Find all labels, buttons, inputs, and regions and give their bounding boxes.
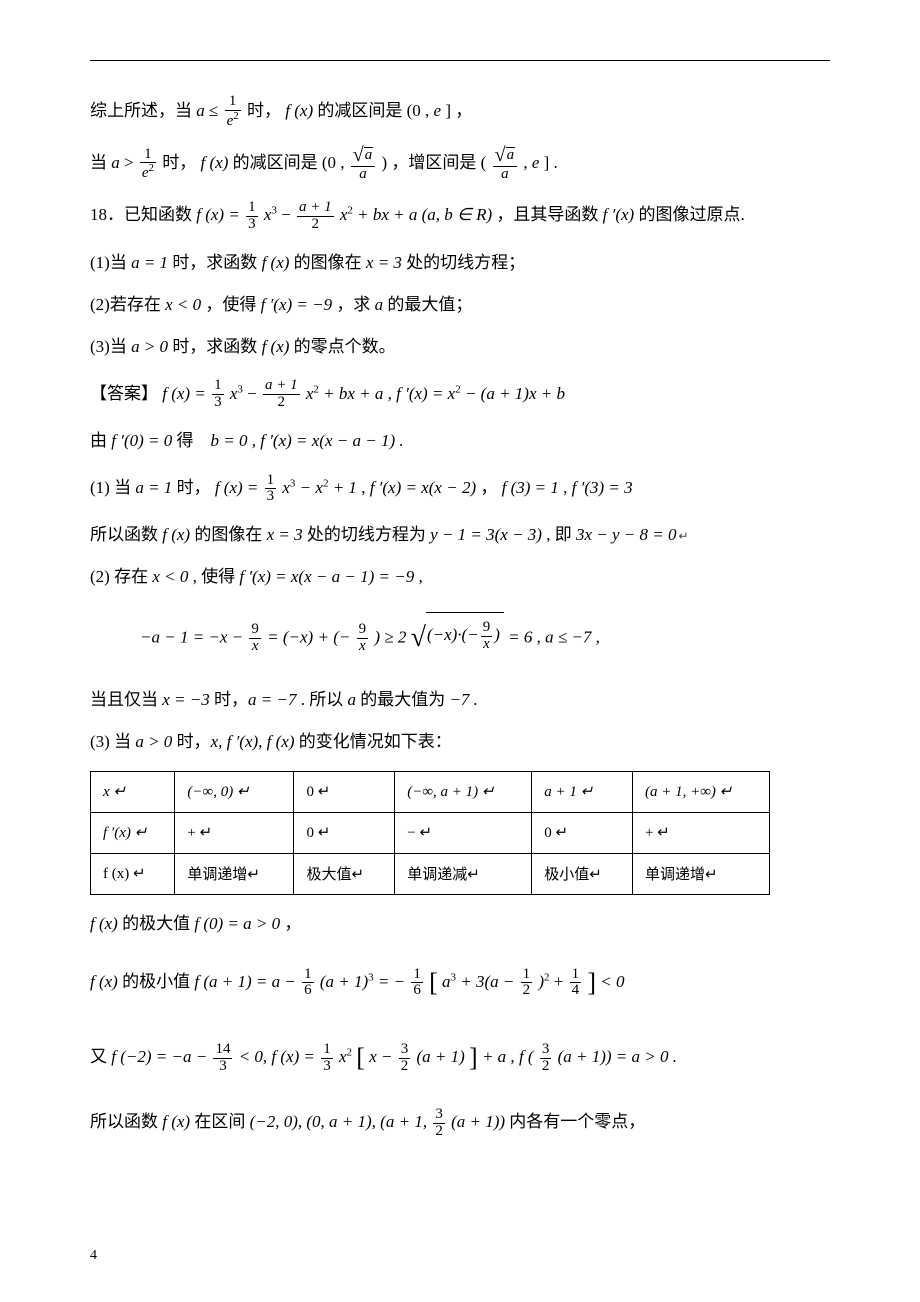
cell: x ↵	[91, 771, 175, 812]
table-row: f (x) ↵ 单调递增↵ 极大值↵ 单调递减↵ 极小值↵ 单调递增↵	[91, 853, 770, 894]
answer-line-2: 由 f ′(0) = 0 得 b = 0 , f ′(x) = x(x − a …	[90, 424, 830, 458]
cell: (−∞, 0) ↵	[175, 771, 294, 812]
fx: f (x)	[285, 101, 313, 120]
text: ) ，增区间是 (	[382, 153, 487, 172]
table-row: x ↵ (−∞, 0) ↵ 0 ↵ (−∞, a + 1) ↵ a + 1 ↵ …	[91, 771, 770, 812]
cell: a + 1 ↵	[532, 771, 633, 812]
problem-18: 18．已知函数 f (x) = 13 x3 − a + 12 x2 + bx +…	[90, 193, 830, 237]
table-row: f ′(x) ↵ + ↵ 0 ↵ − ↵ 0 ↵ + ↵	[91, 812, 770, 853]
sol-2-equality: 当且仅当 x = −3 时，a = −7 . 所以 a 的最大值为 −7 .	[90, 683, 830, 717]
text: 时，	[162, 153, 196, 172]
cell: (−∞, a + 1) ↵	[395, 771, 532, 812]
cell: + ↵	[175, 812, 294, 853]
num: 1	[225, 94, 241, 110]
cell: f (x) ↵	[91, 853, 175, 894]
sol-2-ineq: −a − 1 = −x − 9x = (−x) + (− 9x ) ≥ 2 √(…	[90, 602, 830, 675]
max-value: f (x) 的极大值 f (0) = a > 0 ，	[90, 907, 830, 941]
min-value: f (x) 的极小值 f (a + 1) = a − 16 (a + 1)3 =…	[90, 949, 830, 1017]
sqrt-product: √(−x)·(−9x)	[411, 602, 504, 675]
cell: − ↵	[395, 812, 532, 853]
frac-sqrt-a-2: √a a	[493, 145, 517, 183]
text: 的减区间是 (0 ,	[317, 101, 433, 120]
cell: 极小值↵	[532, 853, 633, 894]
cell: 0 ↵	[294, 812, 395, 853]
summary-line-1: 综上所述，当 a ≤ 1 e2 时， f (x) 的减区间是 (0 , e ] …	[90, 89, 830, 133]
text: 的减区间是 (0 ,	[233, 153, 349, 172]
part-3: (3)当 a > 0 时，求函数 f (x) 的零点个数。	[90, 330, 830, 364]
text: 的图像过原点.	[638, 205, 744, 224]
text: 当	[90, 153, 111, 172]
conclusion: 所以函数 f (x) 在区间 (−2, 0), (0, a + 1), (a +…	[90, 1100, 830, 1144]
sol-1-tangent: 所以函数 f (x) 的图像在 x = 3 处的切线方程为 y − 1 = 3(…	[90, 518, 830, 552]
cell: 单调递减↵	[395, 853, 532, 894]
frac-1-e2: 1 e2	[225, 94, 241, 130]
cell: 单调递增↵	[632, 853, 769, 894]
f-minus-2: 又 f (−2) = −a − 143 < 0, f (x) = 13 x2 […	[90, 1024, 830, 1092]
cell: + ↵	[632, 812, 769, 853]
text: ,	[523, 153, 532, 172]
page-number: 4	[90, 1248, 97, 1264]
frac-sqrt-a: √a a	[351, 145, 375, 183]
cell: 极大值↵	[294, 853, 395, 894]
document-page: 综上所述，当 a ≤ 1 e2 时， f (x) 的减区间是 (0 , e ] …	[0, 0, 920, 1302]
var-a: a	[111, 153, 120, 172]
top-rule	[90, 60, 830, 61]
sol-1: (1) 当 a = 1 时， f (x) = 13 x3 − x2 + 1 , …	[90, 466, 830, 510]
sol-3-head: (3) 当 a > 0 时，x, f ′(x), f (x) 的变化情况如下表：	[90, 725, 830, 759]
text: 时，	[247, 101, 281, 120]
answer-line-1: 【答案】 f (x) = 13 x3 − a + 12 x2 + bx + a …	[90, 372, 830, 416]
var-a: a	[196, 101, 205, 120]
frac-1-e2: 1 e2	[140, 147, 156, 183]
sign-table: x ↵ (−∞, 0) ↵ 0 ↵ (−∞, a + 1) ↵ a + 1 ↵ …	[90, 771, 770, 895]
part-1: (1)当 a = 1 时，求函数 f (x) 的图像在 x = 3 处的切线方程…	[90, 246, 830, 280]
cell: 0 ↵	[294, 771, 395, 812]
text: ，且其导函数	[496, 205, 602, 224]
cell: (a + 1, +∞) ↵	[632, 771, 769, 812]
rel: >	[124, 153, 134, 172]
text: ] .	[544, 153, 558, 172]
sol-2-head: (2) 存在 x < 0 , 使得 f ′(x) = x(x − a − 1) …	[90, 560, 830, 594]
summary-line-2: 当 a > 1 e2 时， f (x) 的减区间是 (0 , √a a ) ，增…	[90, 141, 830, 185]
den: e2	[225, 110, 241, 130]
cell: 单调递增↵	[175, 853, 294, 894]
e: e	[434, 101, 442, 120]
text: 18．已知函数	[90, 205, 196, 224]
rel: ≤	[209, 101, 218, 120]
cell: 0 ↵	[532, 812, 633, 853]
text: ] ，	[445, 101, 472, 120]
text: 综上所述，当	[90, 101, 196, 120]
part-2: (2)若存在 x < 0 ，使得 f ′(x) = −9 ，求 a 的最大值；	[90, 288, 830, 322]
cell: f ′(x) ↵	[91, 812, 175, 853]
